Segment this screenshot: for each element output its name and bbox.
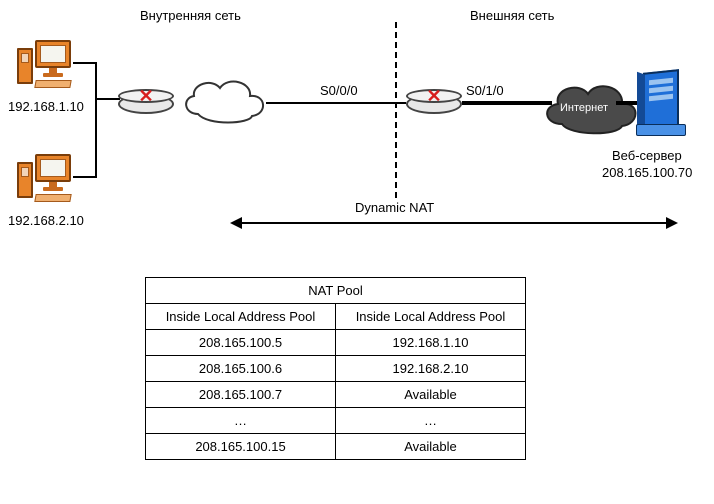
table-row: 208.165.100.15Available bbox=[146, 434, 526, 460]
web-server-ip-label: 208.165.100.70 bbox=[602, 165, 692, 180]
dynamic-nat-label: Dynamic NAT bbox=[355, 200, 434, 215]
link bbox=[73, 176, 97, 178]
table-row: 208.165.100.6192.168.2.10 bbox=[146, 356, 526, 382]
interface-left-label: S0/0/0 bbox=[320, 83, 358, 98]
dynamic-nat-arrow bbox=[232, 222, 676, 224]
pc1-ip-label: 192.168.1.10 bbox=[8, 99, 84, 114]
pc1-icon bbox=[17, 40, 73, 86]
table-row: …… bbox=[146, 408, 526, 434]
pc2-ip-label: 192.168.2.10 bbox=[8, 213, 84, 228]
link bbox=[95, 98, 120, 100]
internet-label: Интернет bbox=[560, 102, 608, 114]
web-server-icon bbox=[636, 66, 686, 136]
web-server-label: Веб-сервер bbox=[612, 148, 682, 163]
router1-icon: ✕ bbox=[118, 94, 174, 114]
link bbox=[95, 62, 97, 100]
link bbox=[266, 102, 406, 104]
nat-col-right-header: Inside Local Address Pool bbox=[336, 304, 526, 330]
link bbox=[73, 62, 97, 64]
nat-pool-table: NAT Pool Inside Local Address Pool Insid… bbox=[145, 277, 526, 460]
diagram-canvas: { "labels": { "internal_net": "Внутрення… bbox=[0, 0, 714, 504]
link bbox=[95, 100, 97, 178]
internet-cloud-icon: Интернет bbox=[540, 78, 640, 138]
nat-col-left-header: Inside Local Address Pool bbox=[146, 304, 336, 330]
pc2-icon bbox=[17, 154, 73, 200]
router2-icon: ✕ bbox=[406, 94, 462, 114]
cloud-icon bbox=[178, 72, 268, 130]
nat-table-title: NAT Pool bbox=[146, 278, 526, 304]
table-row: 208.165.100.7Available bbox=[146, 382, 526, 408]
external-network-label: Внешняя сеть bbox=[470, 8, 554, 23]
network-boundary-line bbox=[395, 22, 397, 198]
link bbox=[462, 101, 552, 105]
internal-network-label: Внутренняя сеть bbox=[140, 8, 241, 23]
interface-right-label: S0/1/0 bbox=[466, 83, 504, 98]
table-row: 208.165.100.5192.168.1.10 bbox=[146, 330, 526, 356]
